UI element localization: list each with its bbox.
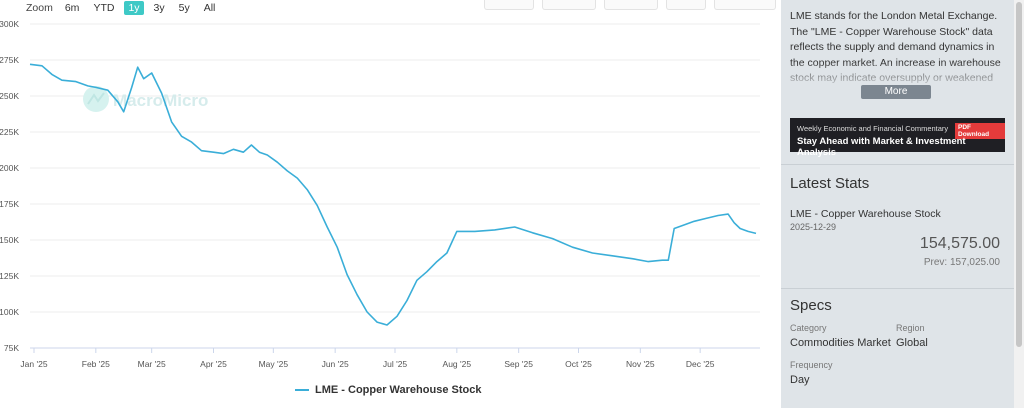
y-tick-label: 250K <box>0 91 19 101</box>
legend-label: LME - Copper Warehouse Stock <box>315 384 482 396</box>
frequency-value: Day <box>790 374 810 386</box>
x-tick-label: Nov '25 <box>626 359 655 369</box>
watermark: MacroMicro <box>83 86 208 112</box>
y-tick-label: 275K <box>0 55 19 65</box>
banner-headline: Stay Ahead with Market & Investment Anal… <box>797 136 966 158</box>
toolbar-button-4[interactable] <box>666 0 706 10</box>
divider <box>781 164 1014 165</box>
y-tick-label: 175K <box>0 199 19 209</box>
series-line[interactable] <box>29 63 757 326</box>
x-tick-label: Jan '25 <box>20 359 47 369</box>
zoom-ytd-button[interactable]: YTD <box>93 2 115 14</box>
y-tick-label: 100K <box>0 307 19 317</box>
zoom-bar: Zoom 6m YTD 1y 3y 5y All <box>26 0 225 16</box>
y-tick-label: 300K <box>0 19 19 29</box>
x-tick-label: Sep '25 <box>504 359 533 369</box>
commentary-banner[interactable]: Weekly Economic and Financial Commentary… <box>790 118 1005 158</box>
region-value: Global <box>896 337 928 349</box>
side-panel: LME stands for the London Metal Exchange… <box>781 0 1014 408</box>
x-tick-label: Apr '25 <box>200 359 227 369</box>
pdf-download-badge[interactable]: PDF Download <box>955 123 1005 139</box>
stats-latest-value: 154,575.00 <box>919 235 1000 252</box>
zoom-5y-button[interactable]: 5y <box>178 2 190 14</box>
y-tick-label: 75K <box>4 343 19 353</box>
banner-subtitle: Weekly Economic and Financial Commentary <box>797 124 949 133</box>
y-tick-label: 200K <box>0 163 19 173</box>
category-label: Category <box>790 323 827 333</box>
y-tick-label: 150K <box>0 235 19 245</box>
x-tick-label: Aug '25 <box>443 359 472 369</box>
zoom-6m-button[interactable]: 6m <box>64 2 80 14</box>
category-value: Commodities Market <box>790 337 891 349</box>
y-tick-label: 225K <box>0 127 19 137</box>
legend-swatch <box>295 389 309 391</box>
stats-series-name: LME - Copper Warehouse Stock <box>790 208 941 220</box>
toolbar-button-3[interactable] <box>604 0 658 10</box>
zoom-1y-button[interactable]: 1y <box>124 1 144 15</box>
zoom-3y-button[interactable]: 3y <box>153 2 165 14</box>
region-label: Region <box>896 323 925 333</box>
y-tick-label: 125K <box>0 271 19 281</box>
toolbar-button-5[interactable] <box>714 0 776 10</box>
line-chart: MacroMicro 300K 275K 250K 225K 200K 175K 150K 1… <box>0 19 760 369</box>
zoom-label: Zoom <box>26 2 53 14</box>
x-tick-label: Dec '25 <box>686 359 715 369</box>
more-button[interactable]: More <box>861 85 931 99</box>
divider <box>781 288 1014 289</box>
specs-title: Specs <box>790 297 832 314</box>
x-tick-label: May '25 <box>259 359 289 369</box>
stats-date: 2025-12-29 <box>790 222 837 232</box>
toolbar-button-2[interactable] <box>542 0 596 10</box>
frequency-label: Frequency <box>790 360 833 370</box>
share-button[interactable] <box>484 0 534 10</box>
x-tick-label: Oct '25 <box>565 359 592 369</box>
scrollbar-thumb[interactable] <box>1016 2 1022 347</box>
scrollbar[interactable] <box>1014 0 1024 408</box>
x-tick-label: Mar '25 <box>138 359 166 369</box>
chart-legend[interactable]: LME - Copper Warehouse Stock <box>295 384 481 396</box>
watermark-text: MacroMicro <box>113 91 208 110</box>
latest-stats-title: Latest Stats <box>790 175 870 192</box>
x-tick-label: Feb '25 <box>82 359 110 369</box>
chart-toolbar <box>484 0 776 10</box>
zoom-all-button[interactable]: All <box>203 2 216 14</box>
stats-previous-value: Prev: 157,025.00 <box>923 257 1000 268</box>
x-tick-label: Jun '25 <box>322 359 349 369</box>
chart-area: Zoom 6m YTD 1y 3y 5y All MacroMicro 300K… <box>0 0 776 396</box>
x-tick-label: Jul '25 <box>383 359 408 369</box>
